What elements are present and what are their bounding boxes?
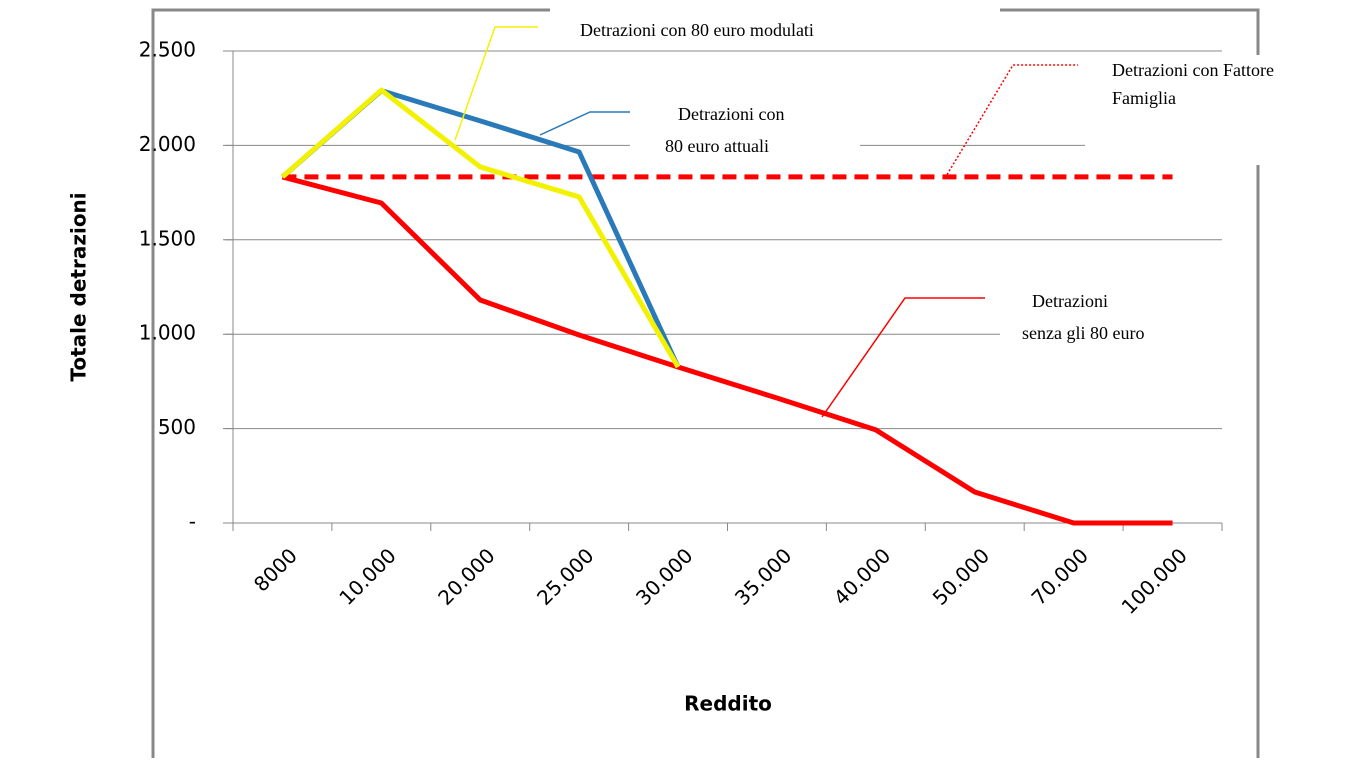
series-label: Detrazioni con: [678, 104, 784, 124]
series-label: 80 euro attuali: [665, 136, 769, 156]
callout-text: Detrazioni con 80 euro attuali: [665, 104, 784, 156]
callout-text: Detrazioni con 80 euro modulati: [580, 20, 814, 40]
y-axis-title: Totale detrazioni: [67, 192, 91, 381]
series-label: Detrazioni con 80 euro modulati: [580, 20, 814, 40]
y-tick-label: -: [189, 510, 196, 534]
y-tick-label: 2.000: [139, 132, 196, 156]
x-axis-title: Reddito: [684, 692, 772, 716]
series-label: Detrazioni con Fattore: [1112, 60, 1274, 80]
y-tick-label: 1.000: [139, 321, 196, 345]
callout-text: Detrazioni senza gli 80 euro: [1022, 291, 1144, 343]
callout-box: [1000, 280, 1230, 350]
data-line: [281, 174, 1173, 526]
callout-box: [630, 95, 860, 155]
callout-box: [1085, 55, 1355, 165]
data-line: [280, 87, 681, 369]
y-tick-label: 1.500: [139, 226, 196, 250]
series-label: senza gli 80 euro: [1022, 323, 1144, 343]
series-label: Famiglia: [1112, 88, 1176, 108]
y-tick-label: 2.500: [139, 38, 196, 62]
y-tick-label: 500: [158, 415, 196, 439]
callout-leader: [539, 111, 630, 136]
callout-leader: [821, 297, 985, 418]
callout-leader: [454, 26, 538, 141]
series-label: Detrazioni: [1032, 291, 1108, 311]
callout-text: Detrazioni con Fattore Famiglia: [1112, 60, 1274, 108]
callout-box: [550, 0, 1000, 50]
